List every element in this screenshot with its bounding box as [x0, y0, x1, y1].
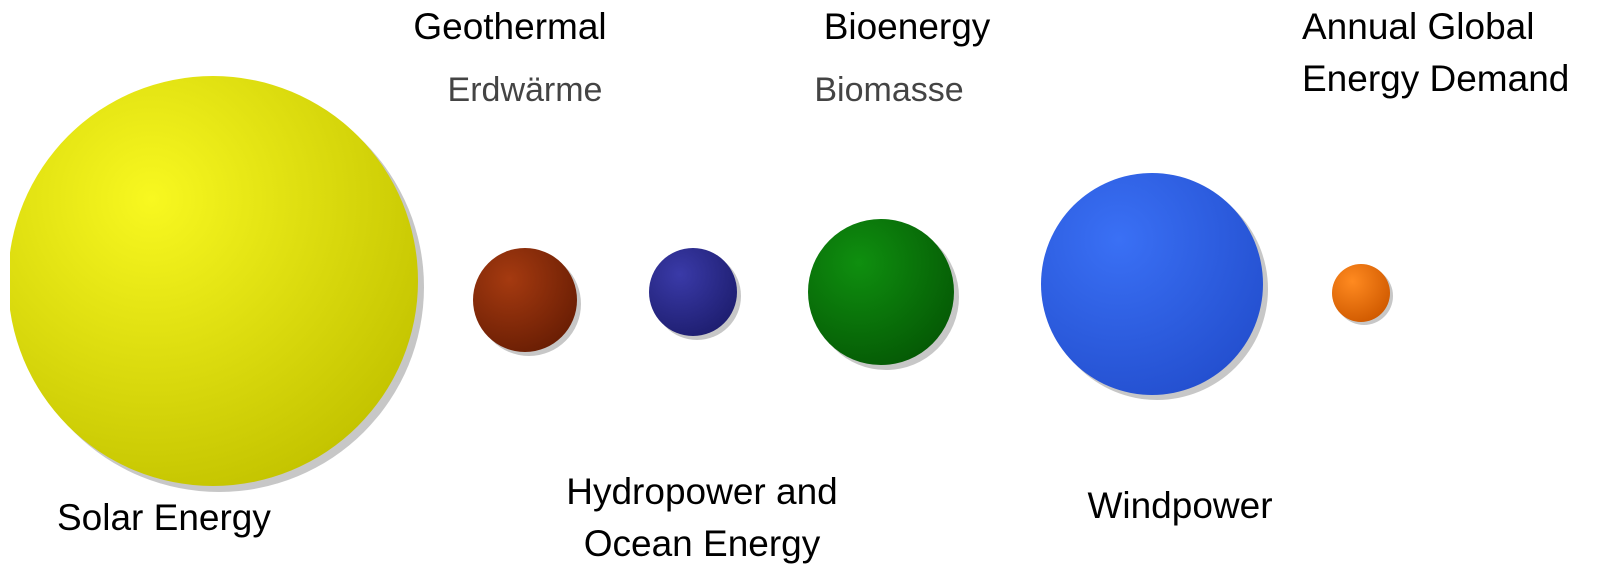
solar-circle [8, 76, 418, 486]
label: Ocean Energy [584, 523, 821, 564]
label: Bioenergy [824, 6, 991, 47]
label: Solar Energy [57, 497, 271, 538]
sublabel: Biomasse [814, 71, 963, 109]
label: Energy Demand [1302, 58, 1569, 99]
label: Annual Global [1302, 6, 1534, 47]
left-crop [0, 0, 10, 568]
geothermal-circle [473, 248, 577, 352]
label: Windpower [1087, 485, 1272, 526]
bioenergy-circle [808, 219, 954, 365]
demand-circle [1332, 264, 1390, 322]
sublabel: Erdwärme [448, 71, 603, 109]
label: Hydropower and [566, 471, 837, 512]
label: Geothermal [413, 6, 606, 47]
wind-circle [1041, 173, 1263, 395]
hydro-circle [649, 248, 737, 336]
